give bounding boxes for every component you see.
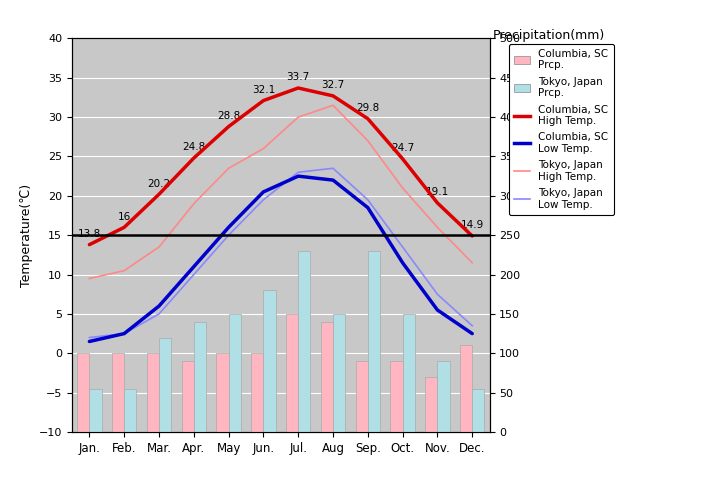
Text: 32.7: 32.7 (321, 80, 345, 90)
Bar (251, 353, 264, 432)
Bar (125, 389, 136, 432)
Text: 24.7: 24.7 (391, 144, 414, 153)
Bar (390, 361, 402, 432)
Bar (402, 314, 415, 432)
Text: 13.8: 13.8 (78, 229, 101, 239)
Bar (426, 377, 437, 432)
Bar (264, 290, 276, 432)
Text: 20.2: 20.2 (148, 179, 171, 189)
Bar (217, 353, 229, 432)
Text: 28.8: 28.8 (217, 111, 240, 121)
Bar (333, 314, 345, 432)
Y-axis label: Temperature(℃): Temperature(℃) (20, 184, 33, 287)
Bar (460, 346, 472, 432)
Text: 33.7: 33.7 (287, 72, 310, 83)
Bar (147, 353, 159, 432)
Bar (159, 337, 171, 432)
Bar (89, 389, 102, 432)
Bar (356, 361, 368, 432)
Text: Precipitation(mm): Precipitation(mm) (493, 29, 606, 42)
Bar (181, 361, 194, 432)
Bar (229, 314, 240, 432)
Bar (368, 251, 380, 432)
Bar (286, 314, 298, 432)
Text: 16: 16 (117, 212, 131, 222)
Bar (438, 361, 449, 432)
Text: 19.1: 19.1 (426, 187, 449, 197)
Text: 29.8: 29.8 (356, 103, 379, 113)
Bar (112, 353, 124, 432)
Bar (321, 322, 333, 432)
Text: 14.9: 14.9 (461, 220, 484, 230)
Text: 24.8: 24.8 (182, 143, 205, 153)
Bar (472, 389, 485, 432)
Legend: Columbia, SC
Prcp., Tokyo, Japan
Prcp., Columbia, SC
High Temp., Columbia, SC
Lo: Columbia, SC Prcp., Tokyo, Japan Prcp., … (509, 44, 613, 215)
Bar (77, 353, 89, 432)
Bar (298, 251, 310, 432)
Text: 32.1: 32.1 (252, 85, 275, 95)
Bar (194, 322, 206, 432)
